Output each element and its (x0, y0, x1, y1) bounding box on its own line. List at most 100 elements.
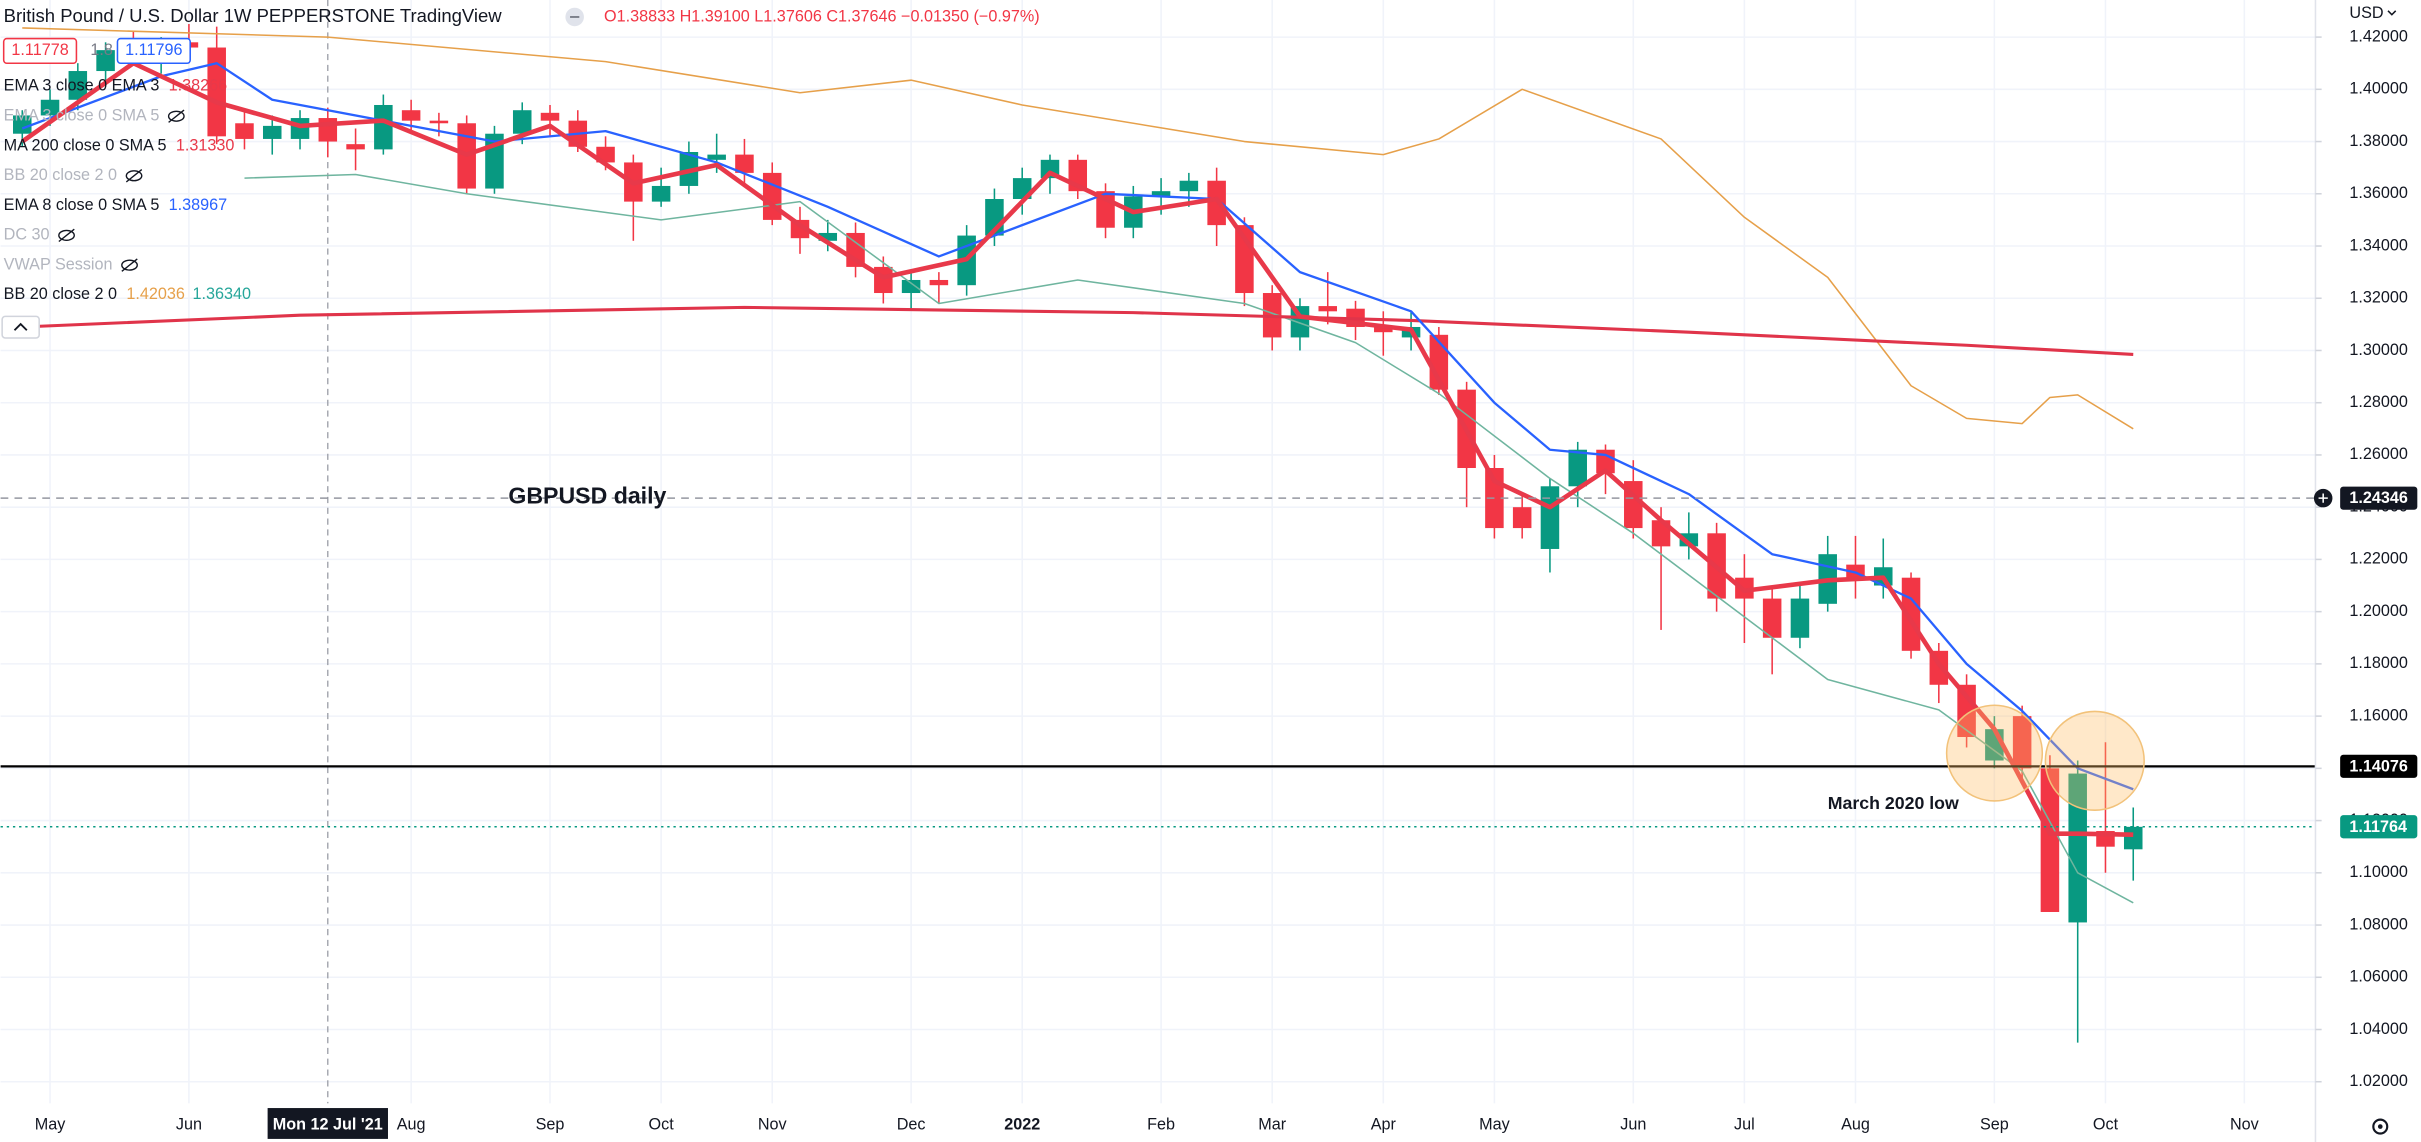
legend-label[interactable]: EMA 3 close 0 SMA 5 (4, 106, 160, 124)
highlights (1945, 704, 2145, 811)
price-box-label: 1.11796 (125, 41, 182, 59)
legend-value: 1.38967 (169, 196, 228, 214)
currency[interactable]: USD (2349, 4, 2383, 22)
candle-body (13, 115, 32, 134)
price-axis-bg (2315, 0, 2421, 1142)
y-tick-label: 1.36000 (2349, 184, 2408, 202)
candle-body (40, 99, 60, 116)
legend-label[interactable]: DC 30 (4, 226, 50, 244)
candle-body (429, 120, 449, 124)
price-tag (2340, 815, 2418, 839)
candle-body (735, 154, 754, 173)
candle-body (68, 71, 88, 100)
y-tick-label: 1.04000 (2349, 1020, 2408, 1038)
highlight-circle (2044, 710, 2145, 811)
candle-body (818, 232, 838, 241)
y-tick-label: 1.38000 (2349, 132, 2408, 150)
hidden-eye[interactable] (121, 259, 138, 271)
legend-value: 1.42036 (126, 285, 185, 303)
legend-label[interactable]: EMA 8 close 0 SMA 5 (4, 196, 160, 214)
candle-body (346, 144, 365, 150)
price-box[interactable] (2, 37, 78, 65)
x-tick-label: Aug (397, 1115, 426, 1133)
indicator-line (21, 62, 2134, 791)
candle-body (1679, 533, 1699, 547)
x-tick-label: 2022 (1004, 1115, 1040, 1133)
price-box-label: 1.8 (90, 41, 113, 59)
price-lines (0, 497, 2316, 828)
price-box[interactable] (116, 37, 191, 65)
indicator-line (20, 60, 2134, 837)
axes: 1.020001.040001.060001.080001.100001.120… (35, 27, 2418, 1139)
gear[interactable] (2372, 1118, 2389, 1135)
candle-body (207, 47, 226, 137)
legend-label[interactable]: BB 20 close 2 0 (4, 166, 117, 184)
y-tick-label: 1.02000 (2349, 1072, 2408, 1090)
x-tick-label: May (35, 1115, 66, 1133)
legend-value: 1.38266 (169, 77, 228, 95)
legend-label[interactable]: EMA 3 close 0 EMA 3 (4, 77, 160, 95)
y-tick-label: 1.08000 (2349, 915, 2408, 933)
candle-body (1957, 684, 1976, 738)
y-tick-label: 1.18000 (2349, 654, 2408, 672)
settings-icon[interactable] (2372, 1118, 2389, 1135)
x-tick-label: Dec (897, 1115, 926, 1133)
hidden-eye[interactable] (125, 170, 143, 182)
scroll-arrow (13, 322, 28, 331)
scroll-button[interactable] (1, 315, 40, 339)
candle-body (2012, 716, 2032, 769)
hidden-eye-slash (121, 258, 138, 272)
hidden-eye[interactable] (167, 110, 185, 122)
candle-body (1318, 306, 1338, 312)
x-tick-label: Oct (2093, 1115, 2119, 1133)
annotation: GBPUSD daily (508, 483, 666, 509)
price-tag-label: 1.14076 (2349, 757, 2408, 775)
hidden-eye-slash (125, 169, 143, 183)
x-tick-label: Nov (758, 1115, 788, 1133)
scroll-box[interactable] (1, 315, 40, 339)
y-tick-label: 1.10000 (2349, 863, 2408, 881)
candle-body (651, 185, 671, 202)
annotation: March 2020 low (1828, 793, 1959, 813)
y-tick-label: 1.34000 (2349, 236, 2408, 254)
gear-center (2377, 1124, 2383, 1129)
legend-label[interactable]: MA 200 close 0 SMA 5 (4, 136, 167, 154)
candle-body (235, 123, 254, 139)
y-tick-label: 1.42000 (2349, 27, 2408, 45)
legend-label[interactable]: VWAP Session (4, 255, 113, 273)
currency-arrow (2387, 10, 2397, 16)
y-tick-label: 1.16000 (2349, 706, 2408, 724)
candle-body (1179, 180, 1199, 192)
hidden-eye[interactable] (58, 229, 75, 241)
time-axis-bg (0, 1103, 2421, 1142)
x-tick-label: Mar (1258, 1115, 1286, 1133)
candle-body (762, 172, 782, 220)
indicator-line (22, 305, 2134, 356)
candle-body (1151, 191, 1171, 197)
x-tick-label: Sep (536, 1115, 565, 1133)
indicator-line (22, 27, 2134, 430)
add-alert-icon (2318, 493, 2328, 503)
x-tick-label: Sep (1980, 1115, 2009, 1133)
x-tick-label: Jun (1620, 1115, 1646, 1133)
candle-body (540, 112, 560, 121)
y-tick-label: 1.28000 (2349, 393, 2408, 411)
candle-body (512, 110, 532, 134)
candle-body (401, 110, 421, 121)
indicator-line (244, 173, 2134, 904)
candle-body (2068, 773, 2087, 923)
x-tick-label: Jun (176, 1115, 202, 1133)
candle-body (374, 104, 393, 150)
candle-body (1568, 449, 1587, 487)
x-tick-label: Feb (1147, 1115, 1175, 1133)
highlight-circle (1945, 704, 2044, 802)
y-tick-label: 1.22000 (2349, 550, 2408, 568)
x-tick-label: Jul (1734, 1115, 1755, 1133)
legend-label[interactable]: BB 20 close 2 0 (4, 285, 117, 303)
legend-value: 1.36340 (193, 285, 252, 303)
y-tick-label: 1.40000 (2349, 80, 2408, 98)
y-tick-label: 1.06000 (2349, 968, 2408, 986)
